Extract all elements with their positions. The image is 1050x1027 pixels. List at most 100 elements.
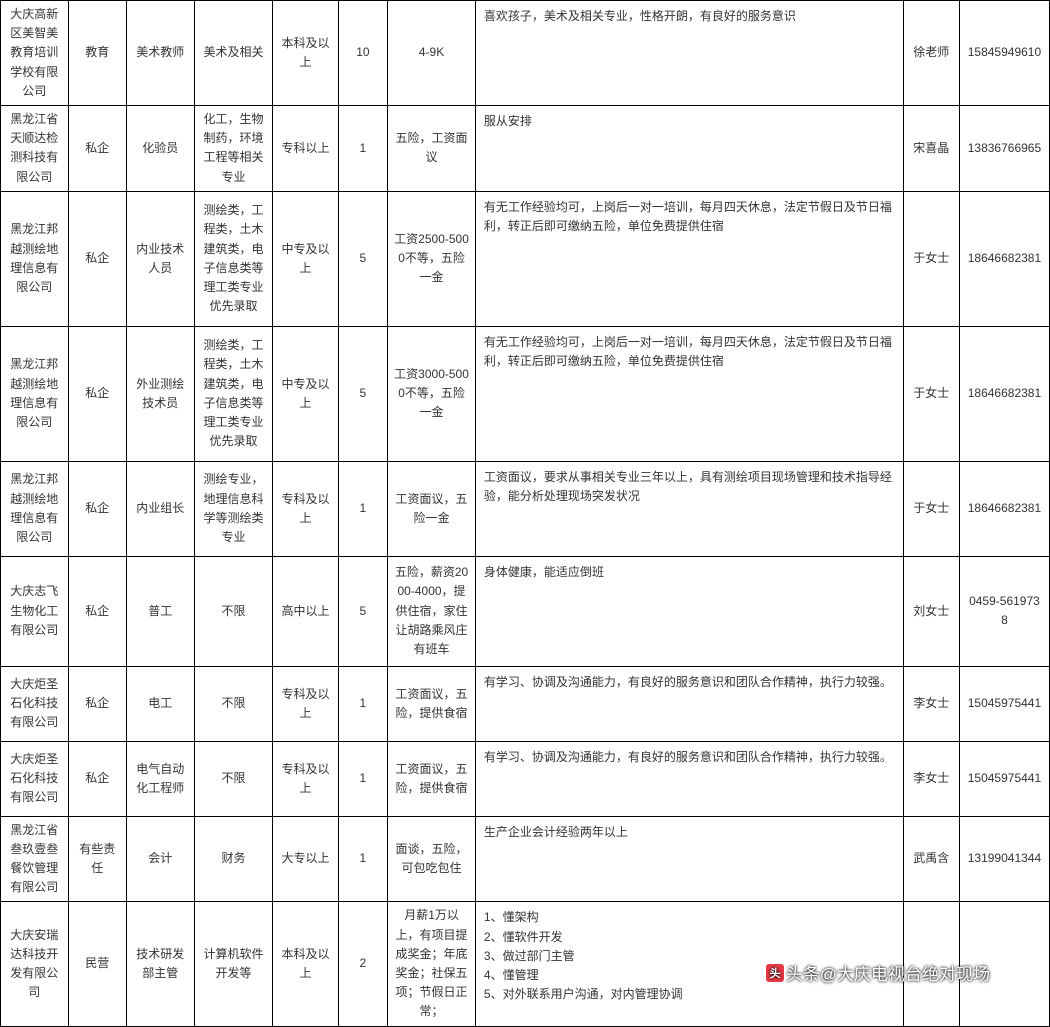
cell-company: 大庆安瑞达科技开发有限公司 — [1, 902, 69, 1026]
cell-major: 测绘类，工程类，土木建筑类，电子信息类等理工类专业优先录取 — [194, 191, 273, 326]
cell-salary: 工资面议，五险，提供食宿 — [388, 741, 476, 816]
cell-salary: 月薪1万以上，有项目提成奖金；年底奖金；社保五项；节假日正常； — [388, 902, 476, 1026]
cell-salary: 工资3000-5000不等，五险一金 — [388, 326, 476, 461]
cell-type: 私企 — [68, 741, 127, 816]
cell-position: 电气自动化工程师 — [127, 741, 195, 816]
cell-company: 黑龙江邦越测绘地理信息有限公司 — [1, 191, 69, 326]
job-listing-table: 大庆高新区美智美教育培训学校有限公司教育美术教师美术及相关本科及以上104-9K… — [0, 0, 1050, 1027]
cell-position: 美术教师 — [127, 1, 195, 106]
cell-phone: 13199041344 — [959, 816, 1049, 902]
cell-company: 黑龙江省叁玖壹叁餐饮管理有限公司 — [1, 816, 69, 902]
cell-description: 生产企业会计经验两年以上 — [475, 816, 903, 902]
cell-description: 有学习、协调及沟通能力，有良好的服务意识和团队合作精神，执行力较强。 — [475, 741, 903, 816]
cell-education: 大专以上 — [273, 816, 338, 902]
cell-phone: 0459-5619738 — [959, 556, 1049, 666]
cell-contact: 李女士 — [903, 741, 959, 816]
cell-contact: 宋喜晶 — [903, 105, 959, 191]
cell-count: 5 — [338, 191, 388, 326]
table-row: 大庆炬圣石化科技有限公司私企电工不限专科及以上1工资面议，五险，提供食宿有学习、… — [1, 666, 1050, 741]
cell-type: 私企 — [68, 105, 127, 191]
table-row: 黑龙江邦越测绘地理信息有限公司私企内业组长测绘专业，地理信息科学等测绘类专业专科… — [1, 461, 1050, 556]
cell-type: 民营 — [68, 902, 127, 1026]
cell-education: 中专及以上 — [273, 326, 338, 461]
table-row: 黑龙江邦越测绘地理信息有限公司私企内业技术人员测绘类，工程类，土木建筑类，电子信… — [1, 191, 1050, 326]
cell-count: 2 — [338, 902, 388, 1026]
cell-salary: 五险，薪资2000-4000，提供住宿，家住让胡路乘风庄有班车 — [388, 556, 476, 666]
cell-description: 有无工作经验均可，上岗后一对一培训，每月四天休息，法定节假日及节日福利，转正后即… — [475, 326, 903, 461]
cell-phone: 15045975441 — [959, 741, 1049, 816]
cell-company: 大庆炬圣石化科技有限公司 — [1, 666, 69, 741]
cell-phone: 15045975441 — [959, 666, 1049, 741]
cell-description: 身体健康，能适应倒班 — [475, 556, 903, 666]
cell-contact: 武禹含 — [903, 816, 959, 902]
cell-position: 内业技术人员 — [127, 191, 195, 326]
cell-contact: 刘女士 — [903, 556, 959, 666]
cell-company: 黑龙江邦越测绘地理信息有限公司 — [1, 461, 69, 556]
cell-salary: 工资2500-5000不等，五险一金 — [388, 191, 476, 326]
cell-company: 大庆高新区美智美教育培训学校有限公司 — [1, 1, 69, 106]
cell-contact: 于女士 — [903, 461, 959, 556]
cell-count: 1 — [338, 461, 388, 556]
cell-education: 高中以上 — [273, 556, 338, 666]
cell-position: 普工 — [127, 556, 195, 666]
cell-type: 私企 — [68, 556, 127, 666]
cell-major: 计算机软件开发等 — [194, 902, 273, 1026]
cell-count: 10 — [338, 1, 388, 106]
table-row: 大庆志飞生物化工有限公司私企普工不限高中以上5五险，薪资2000-4000，提供… — [1, 556, 1050, 666]
cell-description: 有无工作经验均可，上岗后一对一培训，每月四天休息，法定节假日及节日福利，转正后即… — [475, 191, 903, 326]
cell-contact: 于女士 — [903, 191, 959, 326]
cell-company: 黑龙江省天顺达检测科技有限公司 — [1, 105, 69, 191]
cell-position: 内业组长 — [127, 461, 195, 556]
cell-count: 1 — [338, 105, 388, 191]
cell-phone: 15845949610 — [959, 1, 1049, 106]
cell-position: 化验员 — [127, 105, 195, 191]
cell-major: 不限 — [194, 741, 273, 816]
cell-education: 专科及以上 — [273, 461, 338, 556]
cell-type: 私企 — [68, 666, 127, 741]
cell-type: 有些责任 — [68, 816, 127, 902]
table-body: 大庆高新区美智美教育培训学校有限公司教育美术教师美术及相关本科及以上104-9K… — [1, 1, 1050, 1027]
table-row: 大庆安瑞达科技开发有限公司民营技术研发部主管计算机软件开发等本科及以上2月薪1万… — [1, 902, 1050, 1026]
table-row: 黑龙江省叁玖壹叁餐饮管理有限公司有些责任会计财务大专以上1面谈，五险，可包吃包住… — [1, 816, 1050, 902]
cell-contact: 李女士 — [903, 666, 959, 741]
cell-phone: 18646682381 — [959, 326, 1049, 461]
cell-education: 中专及以上 — [273, 191, 338, 326]
cell-phone — [959, 902, 1049, 1026]
cell-major: 不限 — [194, 666, 273, 741]
cell-salary: 面谈，五险，可包吃包住 — [388, 816, 476, 902]
cell-major: 不限 — [194, 556, 273, 666]
table-row: 大庆炬圣石化科技有限公司私企电气自动化工程师不限专科及以上1工资面议，五险，提供… — [1, 741, 1050, 816]
cell-count: 1 — [338, 666, 388, 741]
cell-contact: 徐老师 — [903, 1, 959, 106]
cell-salary: 工资面议，五险，提供食宿 — [388, 666, 476, 741]
cell-description: 喜欢孩子，美术及相关专业，性格开朗，有良好的服务意识 — [475, 1, 903, 106]
table-row: 黑龙江省天顺达检测科技有限公司私企化验员化工，生物制药，环境工程等相关专业专科以… — [1, 105, 1050, 191]
cell-description: 服从安排 — [475, 105, 903, 191]
cell-contact: 于女士 — [903, 326, 959, 461]
cell-education: 本科及以上 — [273, 902, 338, 1026]
cell-phone: 18646682381 — [959, 461, 1049, 556]
cell-salary: 五险，工资面议 — [388, 105, 476, 191]
cell-phone: 13836766965 — [959, 105, 1049, 191]
cell-position: 外业测绘技术员 — [127, 326, 195, 461]
cell-company: 大庆炬圣石化科技有限公司 — [1, 741, 69, 816]
cell-education: 专科及以上 — [273, 666, 338, 741]
table-row: 黑龙江邦越测绘地理信息有限公司私企外业测绘技术员测绘类，工程类，土木建筑类，电子… — [1, 326, 1050, 461]
cell-type: 私企 — [68, 191, 127, 326]
cell-major: 化工，生物制药，环境工程等相关专业 — [194, 105, 273, 191]
cell-position: 技术研发部主管 — [127, 902, 195, 1026]
table-row: 大庆高新区美智美教育培训学校有限公司教育美术教师美术及相关本科及以上104-9K… — [1, 1, 1050, 106]
cell-major: 美术及相关 — [194, 1, 273, 106]
cell-education: 专科以上 — [273, 105, 338, 191]
cell-contact — [903, 902, 959, 1026]
cell-company: 黑龙江邦越测绘地理信息有限公司 — [1, 326, 69, 461]
cell-education: 专科及以上 — [273, 741, 338, 816]
cell-count: 1 — [338, 816, 388, 902]
cell-type: 教育 — [68, 1, 127, 106]
cell-education: 本科及以上 — [273, 1, 338, 106]
cell-position: 会计 — [127, 816, 195, 902]
cell-count: 5 — [338, 556, 388, 666]
cell-count: 5 — [338, 326, 388, 461]
cell-type: 私企 — [68, 461, 127, 556]
cell-major: 测绘专业，地理信息科学等测绘类专业 — [194, 461, 273, 556]
